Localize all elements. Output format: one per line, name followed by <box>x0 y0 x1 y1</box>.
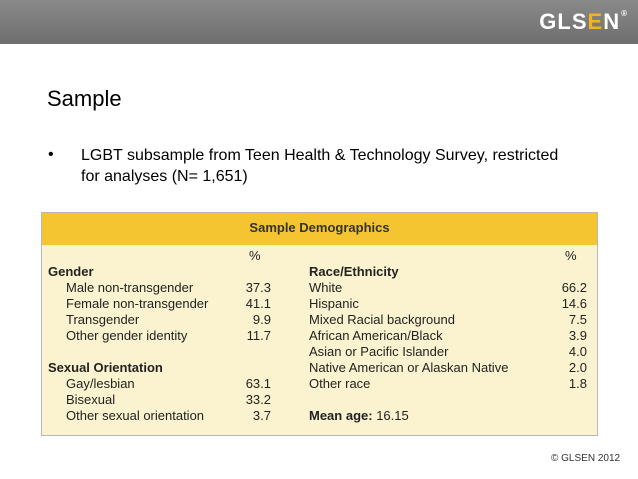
pct-header-right: % <box>565 248 577 263</box>
bullet-text: LGBT subsample from Teen Health & Techno… <box>81 147 559 185</box>
gender-label: Other gender identity <box>66 328 188 343</box>
orientation-value: 33.2 <box>245 392 271 407</box>
race-value: 2.0 <box>568 360 587 375</box>
demographics-table: Sample Demographics % % Gender Male non-… <box>41 212 598 436</box>
orientation-label: Gay/lesbian <box>66 376 135 391</box>
gender-label: Female non-transgender <box>66 296 209 311</box>
mean-age-label: Mean age: <box>309 408 373 423</box>
race-label: Asian or Pacific Islander <box>309 344 449 359</box>
orientation-label: Other sexual orientation <box>66 408 205 423</box>
gender-label: Transgender <box>66 312 140 327</box>
race-label: Mixed Racial background <box>309 312 455 327</box>
table-title: Sample Demographics <box>249 220 390 235</box>
race-heading: Race/Ethnicity <box>309 264 399 279</box>
orientation-label: Bisexual <box>66 392 116 407</box>
mean-age-value: 16.15 <box>376 408 409 423</box>
gender-value: 37.3 <box>245 280 271 295</box>
orientation-heading: Sexual Orientation <box>48 360 163 375</box>
race-value: 4.0 <box>568 344 587 359</box>
race-value: 14.6 <box>561 296 587 311</box>
race-label: African American/Black <box>309 328 443 343</box>
glsen-logo: GLSEN® <box>539 9 628 34</box>
race-value: 66.2 <box>561 280 587 295</box>
race-label: Other race <box>309 376 371 391</box>
race-label: White <box>309 280 343 295</box>
copyright-footer: © GLSEN 2012 <box>551 453 621 464</box>
bullet-icon: • <box>48 146 54 163</box>
top-banner: GLSEN® <box>0 0 638 44</box>
orientation-value: 3.7 <box>252 408 271 423</box>
race-value: 3.9 <box>568 328 587 343</box>
race-value: 1.8 <box>568 376 587 391</box>
orientation-value: 63.1 <box>245 376 271 391</box>
race-label: Hispanic <box>309 296 359 311</box>
gender-label: Male non-transgender <box>66 280 194 295</box>
race-label: Native American or Alaskan Native <box>309 360 509 375</box>
mean-age: Mean age: 16.15 <box>309 408 409 424</box>
gender-value: 41.1 <box>245 296 271 311</box>
pct-header-left: % <box>249 248 261 263</box>
gender-heading: Gender <box>48 264 94 279</box>
race-value: 7.5 <box>568 312 587 327</box>
table-header-band <box>42 213 597 245</box>
gender-value: 11.7 <box>246 328 271 343</box>
slide-title: Sample <box>47 86 122 111</box>
gender-value: 9.9 <box>252 312 271 327</box>
